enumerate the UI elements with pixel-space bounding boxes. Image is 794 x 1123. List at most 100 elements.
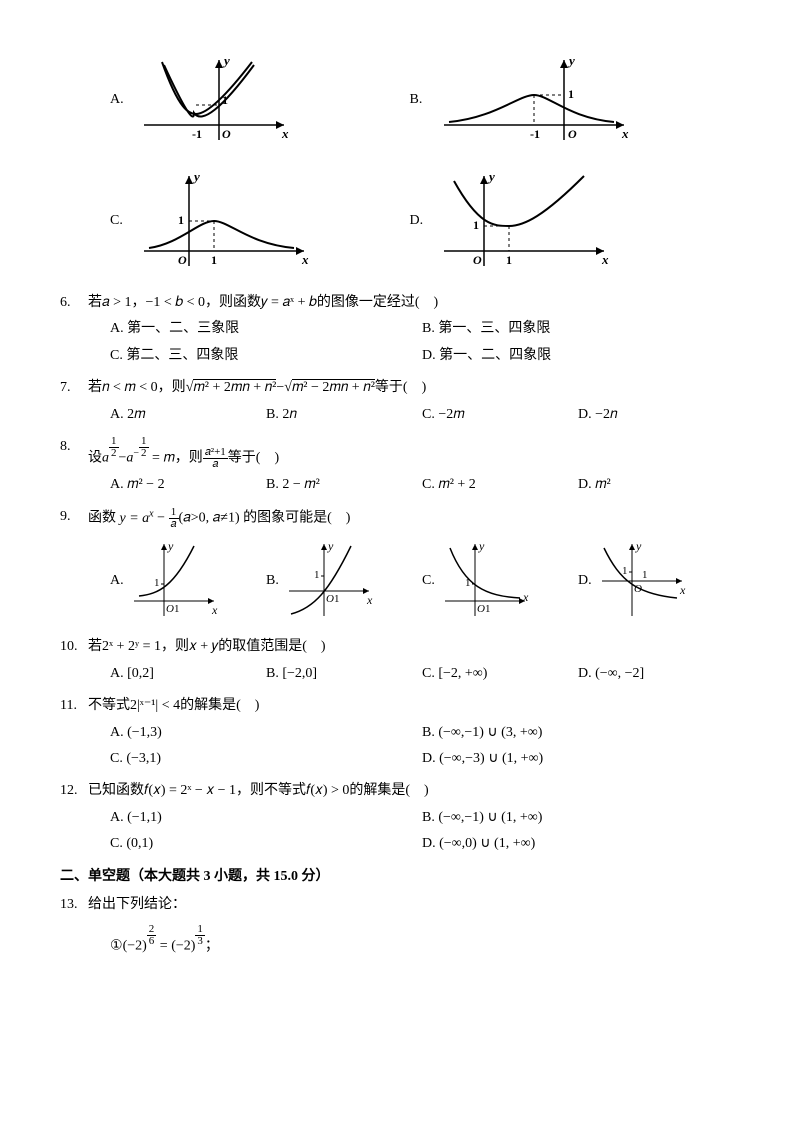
q8-B: B. 2 − 𝑚²: [266, 474, 402, 496]
q8-stem-post: 等于( ): [228, 451, 279, 466]
graph-D-svg: 1 1 O x y: [434, 166, 614, 276]
svg-text:y: y: [567, 53, 575, 68]
q5-graph-D: D. 1 1 O x y: [410, 166, 734, 276]
q11-D: D. (−∞,−3) ∪ (1, +∞): [422, 748, 714, 770]
q11-C: C. (−3,1): [110, 748, 402, 770]
svg-text:1: 1: [506, 253, 512, 267]
q11-B: B. (−∞,−1) ∪ (3, +∞): [422, 722, 714, 744]
q8-num: 8.: [60, 436, 88, 458]
q8-C: C. 𝑚² + 2: [422, 474, 558, 496]
svg-text:O: O: [222, 127, 231, 141]
svg-text:y: y: [167, 539, 174, 553]
q7-stem: 若𝑛 < 𝑚 < 0，则√𝑚² + 2𝑚𝑛 + 𝑛²−√𝑚² − 2𝑚𝑛 + 𝑛…: [88, 377, 734, 399]
q9-stem-pre: 函数: [88, 511, 116, 526]
q13-stem: 给出下列结论：: [88, 894, 734, 916]
q10-D: D. (−∞, −2]: [578, 663, 714, 685]
q12-D: D. (−∞,0) ∪ (1, +∞): [422, 833, 714, 855]
svg-text:1: 1: [174, 603, 180, 615]
q7-stem-post: 等于( ): [375, 380, 426, 395]
graph-A-svg: -1 1 O x y: [134, 50, 294, 150]
q12-A: A. (−1,1): [110, 807, 402, 829]
q5-graph-B: B. -1 1 O x y: [410, 50, 734, 150]
q6-A: A. 第一、二、三象限: [110, 318, 402, 340]
q10-stem: 若2ˣ + 2ʸ = 1，则𝑥 + 𝑦的取值范围是( ): [88, 636, 734, 658]
q10-num: 10.: [60, 636, 88, 658]
q9-B-label: B.: [266, 570, 279, 592]
svg-text:1: 1: [334, 593, 340, 605]
q10-A: A. [0,2]: [110, 663, 246, 685]
q7-stem-pre: 若𝑛 < 𝑚 < 0，则: [88, 380, 186, 395]
q6-D: D. 第一、二、四象限: [422, 345, 714, 367]
svg-text:x: x: [621, 126, 629, 141]
q11-num: 11.: [60, 695, 88, 717]
q6-num: 6.: [60, 292, 88, 314]
svg-text:O: O: [477, 603, 485, 615]
q10-B: B. [−2,0]: [266, 663, 402, 685]
q6-C: C. 第二、三、四象限: [110, 345, 402, 367]
svg-text:1: 1: [465, 577, 471, 589]
q6-stem: 若𝑎 > 1，−1 < 𝑏 < 0，则函数𝑦 = 𝑎ˣ + 𝑏的图像一定经过( …: [88, 292, 734, 314]
q8-A: A. 𝑚² − 2: [110, 474, 246, 496]
svg-text:1: 1: [568, 87, 574, 101]
svg-text:x: x: [211, 603, 218, 617]
q7-num: 7.: [60, 377, 88, 399]
q12-num: 12.: [60, 780, 88, 802]
q13-item1-pre: ①: [110, 939, 123, 954]
q5-graphs-row1: A. -1 1 O x y B. -1 1: [60, 50, 734, 150]
question-11: 11. 不等式2|ˣ⁻¹| < 4的解集是( ) A. (−1,3) B. (−…: [60, 695, 734, 770]
svg-text:y: y: [327, 539, 334, 553]
q9-graph-A: A. 1 1 O x y: [110, 536, 266, 626]
svg-text:O: O: [326, 593, 334, 605]
svg-text:x: x: [366, 593, 373, 607]
question-9: 9. 函数 y = ax − 1𝑎(𝑎>0, 𝑎≠1) 的图象可能是( ) A.…: [60, 506, 734, 626]
q8-stem-pre: 设: [88, 451, 102, 466]
svg-text:1: 1: [154, 577, 160, 589]
question-8: 8. 设a12−a−12 = 𝑚，则𝑎²+1𝑎等于( ) A. 𝑚² − 2 B…: [60, 436, 734, 496]
svg-text:-1: -1: [192, 127, 202, 141]
graph-B-svg: -1 1 O x y: [434, 50, 634, 150]
q9-stem: 函数 y = ax − 1𝑎(𝑎>0, 𝑎≠1) 的图象可能是( ): [88, 506, 734, 530]
svg-text:1: 1: [642, 569, 648, 581]
graph-C-svg: 1 1 O x y: [134, 166, 314, 276]
svg-text:O: O: [634, 583, 642, 595]
question-6: 6. 若𝑎 > 1，−1 < 𝑏 < 0，则函数𝑦 = 𝑎ˣ + 𝑏的图像一定经…: [60, 292, 734, 367]
svg-text:1: 1: [222, 93, 228, 107]
q13-num: 13.: [60, 894, 88, 916]
svg-text:1: 1: [622, 565, 628, 577]
q8-D: D. 𝑚²: [578, 474, 714, 496]
q7-C: C. −2𝑚: [422, 404, 558, 426]
q9-stem-post: 的图象可能是( ): [243, 511, 350, 526]
svg-text:O: O: [166, 603, 174, 615]
svg-text:y: y: [487, 169, 495, 184]
q5-graph-A: A. -1 1 O x y: [110, 50, 410, 150]
q5-A-label: A.: [110, 89, 134, 111]
q8-stem: 设a12−a−12 = 𝑚，则𝑎²+1𝑎等于( ): [88, 436, 734, 470]
svg-text:1: 1: [178, 213, 184, 227]
svg-text:O: O: [568, 127, 577, 141]
question-13: 13. 给出下列结论： ①(−2)26 = (−2)13；: [60, 894, 734, 958]
q7-A: A. 2𝑚: [110, 404, 246, 426]
svg-text:x: x: [601, 252, 609, 267]
svg-text:y: y: [635, 539, 642, 553]
q9-graph-D: D. 1 1 O x y: [578, 536, 734, 626]
question-10: 10. 若2ˣ + 2ʸ = 1，则𝑥 + 𝑦的取值范围是( ) A. [0,2…: [60, 636, 734, 685]
svg-text:1: 1: [211, 253, 217, 267]
q5-D-label: D.: [410, 210, 434, 232]
section-2-title: 二、单空题（本大题共 3 小题，共 15.0 分）: [60, 866, 734, 888]
svg-text:O: O: [473, 253, 482, 267]
svg-text:-1: -1: [530, 127, 540, 141]
q10-C: C. [−2, +∞): [422, 663, 558, 685]
q13-item1-post: ；: [205, 939, 219, 954]
svg-text:x: x: [679, 583, 686, 597]
svg-text:x: x: [522, 590, 529, 604]
svg-text:O: O: [178, 253, 187, 267]
q5-B-label: B.: [410, 89, 434, 111]
svg-text:1: 1: [473, 218, 479, 232]
q11-A: A. (−1,3): [110, 722, 402, 744]
svg-text:1: 1: [314, 569, 320, 581]
q9-A-label: A.: [110, 570, 124, 592]
svg-text:y: y: [192, 169, 200, 184]
q5-C-label: C.: [110, 210, 134, 232]
q13-item1: ①(−2)26 = (−2)13；: [60, 924, 734, 958]
q6-B: B. 第一、三、四象限: [422, 318, 714, 340]
